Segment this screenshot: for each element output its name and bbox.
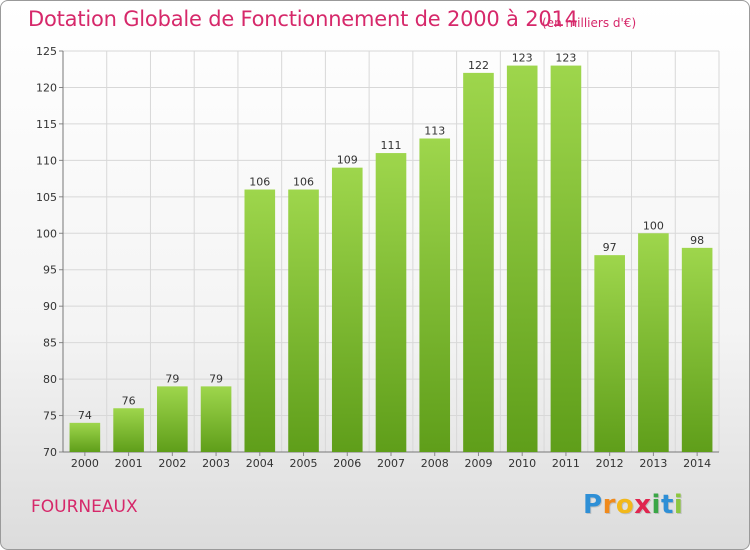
data-label: 74: [78, 409, 92, 422]
bar: [244, 189, 276, 452]
commune-name: FOURNEAUX: [31, 497, 138, 517]
data-label: 122: [468, 59, 489, 72]
x-tick-label: 2013: [639, 457, 667, 470]
y-tick-label: 70: [43, 446, 57, 459]
y-tick-label: 120: [36, 81, 57, 94]
x-tick-label: 2009: [464, 457, 492, 470]
bar: [200, 386, 232, 452]
y-tick-label: 115: [36, 118, 57, 131]
bar: [506, 65, 538, 452]
y-tick-label: 85: [43, 337, 57, 350]
data-label: 113: [424, 124, 445, 137]
bar: [375, 153, 407, 452]
x-tick-label: 2012: [596, 457, 624, 470]
bar: [681, 247, 713, 452]
y-tick-label: 90: [43, 300, 57, 313]
data-label: 79: [209, 372, 223, 385]
bar: [419, 138, 451, 452]
x-tick-label: 2000: [71, 457, 99, 470]
x-tick-label: 2004: [246, 457, 274, 470]
x-tick-label: 2005: [290, 457, 318, 470]
data-label: 97: [603, 241, 617, 254]
data-label: 111: [381, 139, 402, 152]
bar: [113, 408, 144, 452]
bar: [463, 72, 494, 452]
data-label: 106: [249, 176, 270, 189]
bars: [69, 65, 713, 452]
y-tick-label: 100: [36, 227, 57, 240]
x-tick-labels: 2000 2001 2002 2003 2004 2005 2006 2007 2008 2009…: [71, 457, 711, 470]
y-tick-labels: 70 75 80 85 90 95 100 105 110 115 120 125: [36, 45, 57, 459]
bar: [550, 65, 582, 452]
data-label: 106: [293, 176, 314, 189]
x-tick-label: 2008: [421, 457, 449, 470]
x-tick-label: 2007: [377, 457, 405, 470]
data-label: 76: [122, 394, 136, 407]
bar: [331, 167, 363, 452]
bar: [157, 386, 188, 452]
chart-title: Dotation Globale de Fonctionnement de 20…: [28, 7, 578, 31]
bar: [69, 422, 101, 452]
y-tick-label: 125: [36, 45, 57, 58]
y-tick-label: 95: [43, 264, 57, 277]
data-label: 79: [165, 372, 179, 385]
bar: [594, 255, 625, 452]
data-label: 98: [690, 234, 704, 247]
data-label: 100: [643, 219, 664, 232]
data-label: 123: [512, 52, 533, 65]
data-label: 123: [555, 52, 576, 65]
x-tick-label: 2003: [202, 457, 230, 470]
y-tick-label: 75: [43, 410, 57, 423]
x-tick-label: 2006: [333, 457, 361, 470]
x-tick-label: 2010: [508, 457, 536, 470]
bar: [288, 189, 319, 452]
data-labels: 74 76 79 79 106 106 109 111 113 122 123 123 97 100 98: [78, 52, 704, 422]
x-tick-label: 2002: [158, 457, 186, 470]
chart-unit: (en milliers d'€): [542, 16, 637, 30]
x-tick-label: 2014: [683, 457, 711, 470]
x-tick-label: 2001: [115, 457, 143, 470]
y-tick-label: 110: [36, 154, 57, 167]
data-label: 109: [337, 154, 358, 167]
y-tick-label: 80: [43, 373, 57, 386]
x-tick-label: 2011: [552, 457, 580, 470]
y-tick-label: 105: [36, 191, 57, 204]
proxiti-logo[interactable]: Proxiti: [583, 490, 684, 520]
bar: [638, 233, 669, 452]
